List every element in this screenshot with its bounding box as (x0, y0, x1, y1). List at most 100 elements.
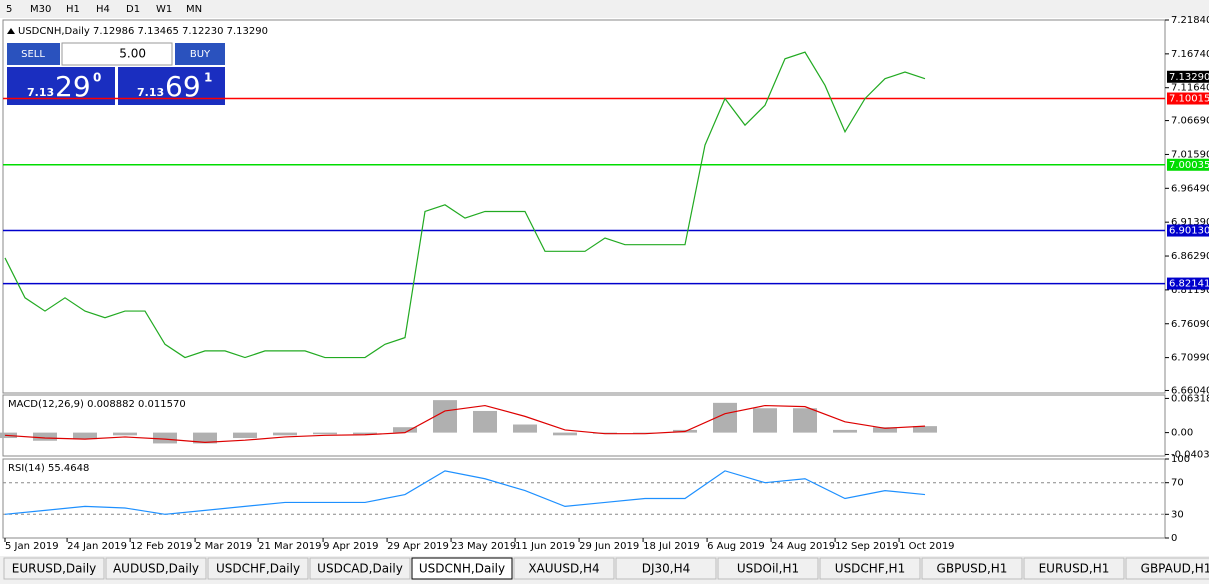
tab[interactable] (411, 557, 513, 580)
x-tick-label: 24 Aug 2019 (771, 541, 835, 552)
timeframe-button[interactable]: M30 (30, 4, 51, 15)
tab[interactable] (717, 557, 819, 580)
x-tick-label: 18 Jul 2019 (643, 541, 700, 552)
symbol-header: USDCNH,Daily 7.12986 7.13465 7.12230 7.1… (18, 26, 268, 37)
timeframe-button[interactable]: 5 (6, 4, 12, 15)
timeframe-button[interactable]: MN (186, 4, 202, 15)
tab-label: USDCHF,H1 (835, 562, 905, 576)
macd-bar (913, 426, 937, 433)
x-tick-label: 23 May 2019 (451, 541, 516, 552)
tab-label: XAUUSD,H4 (528, 562, 599, 576)
x-tick-label: 11 Jun 2019 (515, 541, 575, 552)
level-label-box (1167, 277, 1209, 290)
y-tick-label: 7.01590 (1171, 149, 1209, 160)
y-tick-label: 7.16740 (1171, 49, 1209, 60)
y-tick-label: -0.040355 (1171, 449, 1209, 460)
level-label-box (1167, 92, 1209, 105)
tab-label: DJ30,H4 (642, 562, 691, 576)
y-tick-label: 70 (1171, 478, 1184, 489)
y-tick-label: 6.70990 (1171, 353, 1209, 364)
level-label: 7.00035 (1169, 160, 1209, 171)
level-label-box (1167, 224, 1209, 237)
macd-bar (73, 432, 97, 440)
series-line (4, 470, 926, 515)
series-line (4, 51, 926, 359)
macd-bar (233, 432, 257, 439)
macd-panel (2, 394, 1166, 457)
tab-label: USDCNH,Daily (419, 562, 505, 576)
tab-label: GBPAUD,H1 (1141, 562, 1209, 576)
buy-main: 69 (165, 70, 201, 103)
y-tick-label: 30 (1171, 509, 1184, 520)
buy-big: 7.13 (137, 86, 164, 99)
y-tick-label: 100 (1171, 454, 1190, 465)
tab-label: GBPUSD,H1 (937, 562, 1008, 576)
timeframe-button[interactable]: D1 (126, 4, 140, 15)
buy-label: BUY (190, 49, 211, 60)
collapse-icon[interactable] (7, 28, 15, 34)
tab[interactable] (615, 557, 717, 580)
sell-small: 0 (93, 71, 101, 85)
y-tick-label: 6.86290 (1171, 251, 1209, 262)
tab[interactable] (309, 557, 411, 580)
y-tick-label: 6.76090 (1171, 319, 1209, 330)
x-tick-label: 1 Oct 2019 (899, 541, 954, 552)
y-tick-label: 7.11640 (1171, 83, 1209, 94)
tab[interactable] (819, 557, 921, 580)
timeframe-button[interactable]: H4 (96, 4, 110, 15)
buy-small: 1 (204, 71, 212, 85)
buy-button[interactable] (175, 43, 225, 65)
sell-label: SELL (21, 49, 45, 60)
volume: 5.00 (119, 47, 146, 61)
price-panel (2, 19, 1166, 394)
tab-label: USDOil,H1 (737, 562, 799, 576)
macd-bar (873, 427, 897, 433)
tab[interactable] (921, 557, 1023, 580)
y-tick-label: 6.91390 (1171, 217, 1209, 228)
toolbar (0, 0, 1209, 18)
macd-bar (273, 432, 297, 436)
x-tick-label: 29 Apr 2019 (387, 541, 449, 552)
level-label: 7.10015 (1169, 94, 1209, 105)
tab[interactable] (1125, 557, 1209, 580)
y-tick-label: 7.21840 (1171, 15, 1209, 26)
x-tick-label: 12 Sep 2019 (835, 541, 898, 552)
sell-button[interactable] (7, 43, 60, 65)
rsi-title: RSI(14) 55.4648 (8, 463, 89, 474)
tab[interactable] (207, 557, 309, 580)
y-tick-label: 7.06690 (1171, 116, 1209, 127)
timeframe-button[interactable]: H1 (66, 4, 80, 15)
macd-bar (513, 424, 537, 433)
sell-big: 7.13 (27, 86, 54, 99)
macd-bar (753, 408, 777, 433)
x-tick-label: 21 Mar 2019 (258, 541, 321, 552)
level-label-box (1167, 158, 1209, 171)
tab[interactable] (105, 557, 207, 580)
macd-bar (473, 410, 497, 433)
x-tick-label: 12 Feb 2019 (130, 541, 192, 552)
y-tick-label: 0 (1171, 533, 1177, 544)
tab-label: EURUSD,H1 (1039, 562, 1110, 576)
volume-input[interactable] (61, 42, 173, 66)
macd-bar (433, 400, 457, 433)
x-tick-label: 6 Aug 2019 (707, 541, 765, 552)
y-tick-label: 6.96490 (1171, 183, 1209, 194)
tab[interactable] (1023, 557, 1125, 580)
tab[interactable] (3, 557, 105, 580)
tab[interactable] (513, 557, 615, 580)
tab-label: USDCHF,Daily (216, 562, 300, 576)
macd-bar (153, 432, 177, 444)
macd-bar (193, 432, 217, 444)
macd-bar (393, 427, 417, 433)
timeframe-button[interactable]: W1 (156, 4, 172, 15)
x-tick-label: 5 Jan 2019 (5, 541, 59, 552)
tab-label: USDCAD,Daily (317, 562, 403, 576)
rsi-panel (2, 458, 1166, 539)
tab-label: EURUSD,Daily (12, 562, 97, 576)
price-label: 7.13290 (1169, 72, 1209, 83)
macd-bar (833, 429, 857, 433)
chart-bg (0, 18, 1209, 556)
tab-label: AUDUSD,Daily (113, 562, 199, 576)
y-tick-label: 6.66040 (1171, 385, 1209, 396)
